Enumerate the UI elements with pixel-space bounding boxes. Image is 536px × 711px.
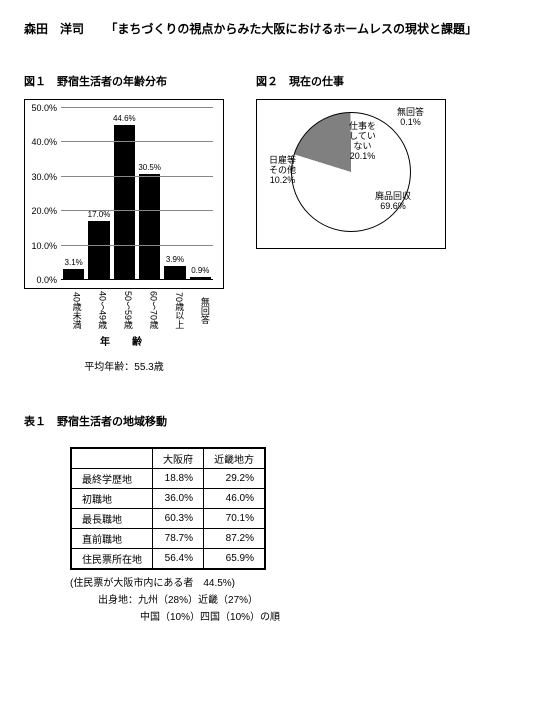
- bar-value-label: 44.6%: [113, 114, 136, 123]
- fig2-caption: 図２ 現在の仕事: [256, 73, 446, 89]
- data-table: 大阪府 近畿地方 最終学歴地18.8%29.2%初職地36.0%46.0%最長職…: [70, 447, 266, 570]
- col-header-osaka: 大阪府: [153, 448, 204, 469]
- bar-value-label: 3.9%: [166, 255, 184, 264]
- pie-label-daylabor: 日雇等その他10.2%: [269, 156, 296, 186]
- cell-osaka: 78.7%: [153, 529, 204, 549]
- grid-line: 50.0%: [61, 107, 213, 108]
- grid-line: 0.0%: [61, 279, 213, 280]
- table-row: 初職地36.0%46.0%: [71, 489, 265, 509]
- x-axis-labels: 40歳未満40～49歳50～59歳60～70歳70歳以上無回答: [60, 291, 214, 329]
- bar-chart: 3.1%17.0%44.6%30.5%3.9%0.9% 0.0%10.0%20.…: [24, 99, 224, 289]
- cell-kinki: 70.1%: [204, 509, 266, 529]
- author-name: 森田 洋司: [24, 22, 84, 36]
- cell-osaka: 18.8%: [153, 469, 204, 489]
- bar-value-label: 30.5%: [138, 163, 161, 172]
- row-label: 直前職地: [71, 529, 153, 549]
- x-tick-label: 60～70歳: [139, 291, 161, 329]
- figures-row: 図１ 野宿生活者の年齢分布 3.1%17.0%44.6%30.5%3.9%0.9…: [24, 73, 512, 373]
- plot-area: 3.1%17.0%44.6%30.5%3.9%0.9% 0.0%10.0%20.…: [61, 108, 213, 280]
- cell-kinki: 87.2%: [204, 529, 266, 549]
- table-notes: (住民票が大阪市内にある者 44.5%) 出身地：九州（28%）近畿（27%） …: [70, 574, 512, 623]
- cell-osaka: 60.3%: [153, 509, 204, 529]
- table-row: 住民票所在地56.4%65.9%: [71, 549, 265, 570]
- bar: 44.6%: [114, 114, 135, 280]
- bar-value-label: 3.1%: [65, 258, 83, 267]
- table-body: 最終学歴地18.8%29.2%初職地36.0%46.0%最長職地60.3%70.…: [71, 469, 265, 570]
- cell-osaka: 36.0%: [153, 489, 204, 509]
- bar-rect: [114, 125, 135, 280]
- figure-2: 図２ 現在の仕事 無回答0.1% 仕事をしていない20.1% 日雇等その他10.2%…: [256, 73, 446, 249]
- bar: 3.9%: [164, 255, 185, 280]
- x-axis-title: 年 齢: [24, 333, 224, 348]
- table-section: 表１ 野宿生活者の地域移動 大阪府 近畿地方 最終学歴地18.8%29.2%初職…: [24, 413, 512, 623]
- cell-kinki: 46.0%: [204, 489, 266, 509]
- table1-caption: 表１ 野宿生活者の地域移動: [24, 413, 512, 429]
- x-tick-label: 無回答: [190, 291, 212, 329]
- bar-rect: [164, 266, 185, 280]
- note-line-3: 中国（10%）四国（10%）の順: [140, 608, 512, 623]
- pie-chart-box: 無回答0.1% 仕事をしていない20.1% 日雇等その他10.2% 廃品回収69.6%: [256, 99, 446, 249]
- y-tick-label: 30.0%: [31, 172, 61, 182]
- x-tick-label: 70歳以上: [165, 291, 187, 329]
- y-tick-label: 50.0%: [31, 103, 61, 113]
- y-tick-label: 40.0%: [31, 137, 61, 147]
- row-label: 最長職地: [71, 509, 153, 529]
- cell-osaka: 56.4%: [153, 549, 204, 570]
- table-row: 最長職地60.3%70.1%: [71, 509, 265, 529]
- x-tick-label: 40歳未満: [62, 291, 84, 329]
- table-row: 直前職地78.7%87.2%: [71, 529, 265, 549]
- grid-line: 10.0%: [61, 245, 213, 246]
- bar: 30.5%: [139, 163, 160, 280]
- table-header-row: 大阪府 近畿地方: [71, 448, 265, 469]
- bar: 0.9%: [190, 266, 211, 280]
- pie-label-noanswer: 無回答0.1%: [397, 108, 424, 128]
- col-header-kinki: 近畿地方: [204, 448, 266, 469]
- grid-line: 40.0%: [61, 141, 213, 142]
- bar-rect: [88, 221, 109, 280]
- y-tick-label: 20.0%: [31, 206, 61, 216]
- pie-label-recycle: 廃品回収69.6%: [375, 192, 411, 212]
- row-label: 初職地: [71, 489, 153, 509]
- x-tick-label: 50～59歳: [113, 291, 135, 329]
- grid-line: 20.0%: [61, 210, 213, 211]
- y-tick-label: 10.0%: [31, 241, 61, 251]
- average-note: 平均年齢：55.3歳: [24, 358, 224, 373]
- page-header: 森田 洋司 「まちづくりの視点からみた大阪におけるホームレスの現状と課題」: [24, 20, 512, 37]
- cell-kinki: 29.2%: [204, 469, 266, 489]
- note-line-2: 出身地：九州（28%）近畿（27%）: [98, 591, 512, 606]
- pie-label-nojob: 仕事をしていない20.1%: [349, 122, 376, 162]
- fig1-caption: 図１ 野宿生活者の年齢分布: [24, 73, 224, 89]
- col-header-blank: [71, 448, 153, 469]
- table-row: 最終学歴地18.8%29.2%: [71, 469, 265, 489]
- bars-container: 3.1%17.0%44.6%30.5%3.9%0.9%: [61, 108, 213, 280]
- figure-1: 図１ 野宿生活者の年齢分布 3.1%17.0%44.6%30.5%3.9%0.9…: [24, 73, 224, 373]
- bar: 3.1%: [63, 258, 84, 280]
- row-label: 最終学歴地: [71, 469, 153, 489]
- x-tick-label: 40～49歳: [88, 291, 110, 329]
- row-label: 住民票所在地: [71, 549, 153, 570]
- page-title: 「まちづくりの視点からみた大阪におけるホームレスの現状と課題」: [105, 22, 477, 36]
- note-line-1: (住民票が大阪市内にある者 44.5%): [70, 574, 512, 589]
- cell-kinki: 65.9%: [204, 549, 266, 570]
- bar-rect: [139, 174, 160, 280]
- grid-line: 30.0%: [61, 176, 213, 177]
- bar-value-label: 0.9%: [191, 266, 209, 275]
- y-tick-label: 0.0%: [36, 275, 61, 285]
